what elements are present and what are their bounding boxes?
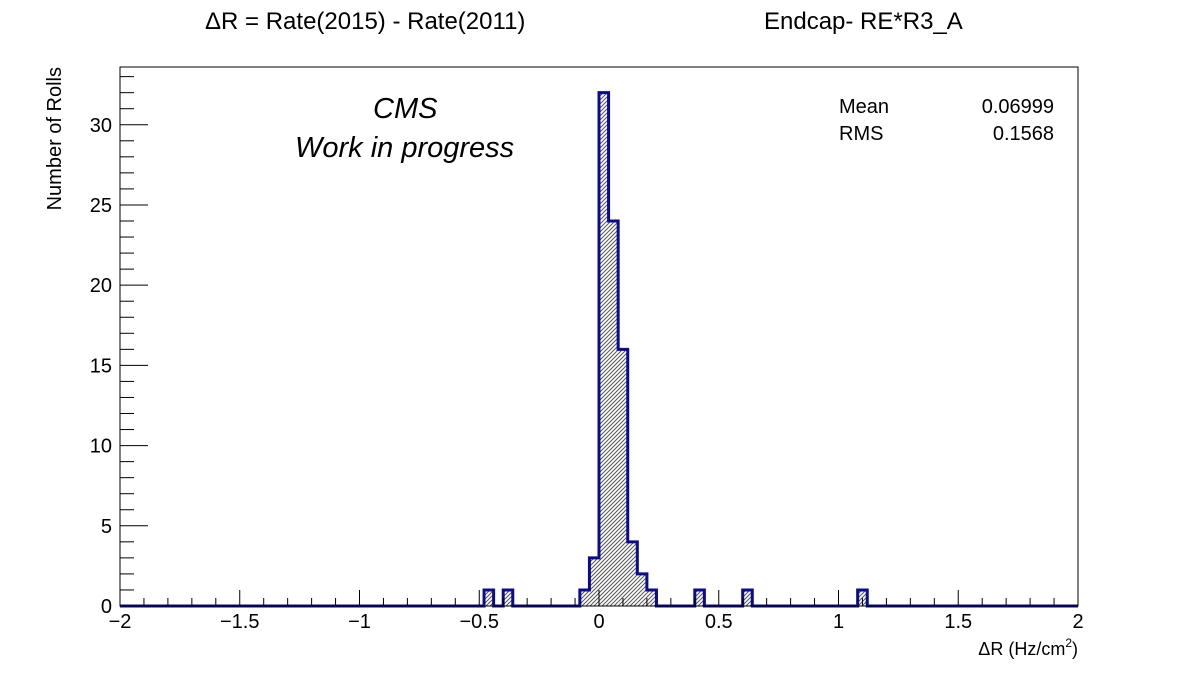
histogram-bar — [694, 589, 705, 606]
x-tick-label: 1.5 — [944, 611, 972, 633]
histogram-bar — [618, 349, 628, 606]
histogram-bar — [579, 589, 590, 606]
y-tick-label: 30 — [90, 115, 112, 137]
histogram-bars — [484, 92, 868, 606]
x-tick-label: −1.5 — [220, 611, 259, 633]
y-tick-label: 10 — [90, 436, 112, 458]
histogram-bar — [646, 589, 657, 606]
x-axis-label-main: ΔR (Hz/cm — [978, 639, 1065, 659]
y-tick-label: 15 — [90, 355, 112, 377]
histogram-bar — [484, 589, 494, 606]
stats-rms-label: RMS — [839, 123, 884, 145]
histogram-outline — [120, 91, 1078, 608]
histogram-bar — [627, 541, 638, 606]
x-axis-label-tail: ) — [1072, 639, 1078, 659]
histogram-bar — [857, 589, 868, 606]
y-tick-label: 20 — [90, 275, 112, 297]
x-tick-label: −1 — [348, 611, 371, 633]
stats-mean-label: Mean — [839, 96, 890, 118]
chart-title-left: ΔR = Rate(2015) - Rate(2011) — [205, 8, 526, 35]
y-tick-label: 25 — [90, 195, 112, 217]
axis-ticks — [119, 76, 1079, 607]
y-axis-label: Number of Rolls — [44, 67, 66, 210]
work-in-progress-label: Work in progress — [295, 132, 515, 164]
histogram-bar — [742, 589, 753, 606]
x-axis-label: ΔR (Hz/cm2) — [978, 636, 1078, 659]
histogram-bar — [608, 221, 619, 606]
y-tick-label: 5 — [101, 516, 112, 538]
x-tick-label: 0.5 — [705, 611, 733, 633]
x-tick-label: 2 — [1072, 611, 1083, 633]
chart-title-right: Endcap- RE*R3_A — [764, 8, 963, 35]
x-tick-labels: −2 −1.5 −1 −0.5 0 0.5 1 1.5 2 — [109, 611, 1084, 633]
x-tick-label: −2 — [109, 611, 132, 633]
y-tick-labels: 0 5 10 15 20 25 30 — [90, 115, 112, 618]
histogram-bar — [503, 589, 513, 606]
histogram-bar — [589, 557, 599, 606]
stats-rms-value: 0.1568 — [992, 123, 1054, 145]
x-tick-label: 0 — [593, 611, 604, 633]
x-tick-label: 1 — [833, 611, 844, 633]
y-tick-label: 0 — [101, 596, 112, 618]
histogram-bar — [637, 573, 647, 606]
x-tick-label: −0.5 — [460, 611, 499, 633]
x-axis-label-sup: 2 — [1065, 636, 1072, 650]
histogram-bar — [599, 92, 609, 606]
stats-mean-value: 0.06999 — [981, 96, 1054, 118]
cms-label: CMS — [373, 93, 438, 125]
